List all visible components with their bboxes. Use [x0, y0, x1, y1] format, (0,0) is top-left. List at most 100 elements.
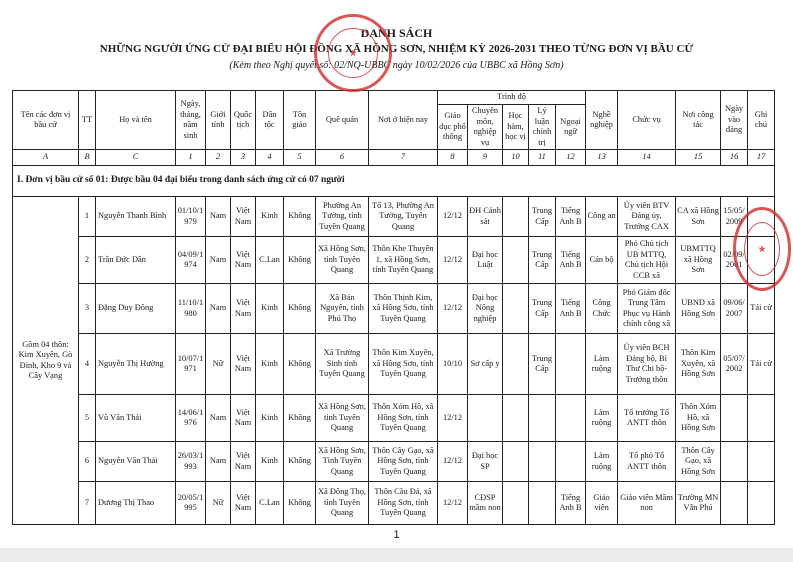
document-title: DANH SÁCH	[360, 26, 433, 40]
cell-dob: 20/05/1995	[175, 481, 206, 525]
cell-party-date: 05/07/2002	[720, 333, 749, 395]
cell-residence: Thôn Cầu Đá, xã Hồng Sơn, tỉnh Tuyên Qua…	[368, 481, 438, 525]
cell-name: Nguyễn Thị Hường	[95, 333, 176, 395]
cell-tt: 4	[78, 333, 96, 395]
cell-note: Tái cử	[747, 333, 776, 395]
cell-language	[554, 394, 587, 442]
cell-specialty: Đại học Nông nghiệp	[467, 283, 503, 334]
cell-general-edu: 12/12	[437, 394, 468, 442]
cell-nationality: Việt Nam	[230, 196, 256, 237]
cell-workplace: Thôn Xóm Hồ, xã Hồng Sơn	[675, 394, 722, 442]
cell-gender: Nam	[205, 441, 231, 482]
cell-nationality: Việt Nam	[230, 441, 256, 482]
column-number: 5	[283, 149, 316, 166]
cell-religion: Không	[283, 441, 316, 482]
cell-nationality: Việt Nam	[230, 283, 256, 334]
cell-position: Ủy viên BTV Đảng ủy, Trưởng CAX	[617, 196, 677, 237]
cell-ethnicity: Kinh	[255, 196, 284, 237]
cell-gender: Nam	[205, 283, 231, 334]
column-number: 6	[315, 149, 369, 166]
cell-occupation: Làm ruộng	[585, 441, 619, 482]
cell-residence: Thôn Xóm Hồ, xã Hồng Sơn, tỉnh Tuyên Qua…	[368, 394, 438, 442]
cell-residence: Tổ 13, Phường An Tường, Tuyên Quang	[368, 196, 438, 237]
cell-specialty: Đại học SP	[467, 441, 503, 482]
cell-degree	[502, 236, 529, 284]
cell-name: Nguyễn Thanh Bình	[95, 196, 176, 237]
cell-religion: Không	[283, 394, 316, 442]
header-nationality: Quốc tịch	[230, 90, 256, 150]
cell-hometown: Xã Trường Sinh tỉnh Tuyên Quang	[315, 333, 369, 395]
header-occupation: Nghề nghiệp	[585, 90, 619, 150]
cell-workplace: UBND xã Hồng Sơn	[675, 283, 722, 334]
cell-nationality: Việt Nam	[230, 394, 256, 442]
table-row: 7 Dương Thị Thao 20/05/1995 Nữ Việt Nam C.Lan…	[13, 481, 776, 525]
cell-language: Tiếng Anh B	[554, 236, 587, 284]
cell-position: Phó Chủ tịch UB MTTQ, Chủ tịch Hội CCB x…	[617, 236, 677, 284]
cell-religion: Không	[283, 236, 316, 284]
cell-politics	[528, 481, 556, 525]
header-degree: Học hàm, học vị	[502, 104, 529, 150]
cell-workplace: UBMTTQ xã Hồng Sơn	[675, 236, 722, 284]
cell-hometown: Xã Bản Nguyên, tỉnh Phú Thọ	[315, 283, 369, 334]
cell-politics	[528, 394, 556, 442]
table-row: Gồm 04 thôn: Kim Xuyên, Gò Đình, Kho 9 v…	[12, 196, 776, 525]
cell-degree	[502, 196, 529, 237]
cell-position: Phó Giám đốc Trung Tâm Phục vụ Hành chín…	[617, 283, 677, 334]
cell-workplace: CA xã Hồng Sơn	[675, 196, 722, 237]
electoral-unit-description: Gồm 04 thôn: Kim Xuyên, Gò Đình, Kho 9 v…	[12, 196, 79, 525]
cell-position: Tổ trưởng Tổ ANTT thôn	[617, 394, 677, 442]
cell-workplace: Trường MN Vân Phú	[675, 481, 722, 525]
cell-nationality: Việt Nam	[230, 236, 256, 284]
header-education: Trình độ	[436, 90, 587, 105]
cell-dob: 10/07/1971	[175, 333, 206, 395]
column-number: 14	[617, 149, 677, 166]
cell-gender: Nữ	[205, 333, 231, 395]
cell-occupation: Làm ruộng	[585, 333, 619, 395]
column-number-row: A B C 1 2 3 4 5 6 7 8 9 10 11 12 13 14 15 16 17	[12, 149, 776, 166]
column-number: 8	[437, 149, 468, 166]
cell-specialty: ĐH Cảnh sát	[467, 196, 503, 237]
cell-politics: Trung Cấp	[528, 196, 556, 237]
column-number: C	[95, 149, 176, 166]
table-row: 2 Trần Đức Dần 04/09/1974 Nam Việt Nam C.Lan K…	[13, 236, 776, 284]
header-residence: Nơi ở hiện nay	[368, 90, 438, 150]
header-general-edu: Giáo dục phổ thông	[437, 104, 468, 150]
cell-dob: 04/09/1974	[175, 236, 206, 284]
cell-occupation: Làm ruộng	[585, 394, 619, 442]
cell-name: Nguyễn Văn Thái	[95, 441, 176, 482]
cell-name: Dương Thị Thao	[95, 481, 176, 525]
cell-ethnicity: C.Lan	[255, 236, 284, 284]
cell-tt: 3	[78, 283, 96, 334]
cell-note: Tái cử	[747, 283, 776, 334]
cell-name: Vũ Văn Thái	[95, 394, 176, 442]
column-number: 17	[747, 149, 776, 166]
column-number: 3	[230, 149, 256, 166]
cell-residence: Thôn Kim Xuyên, xã Hồng Sơn, tỉnh Tuyên …	[368, 333, 438, 395]
cell-note	[747, 196, 776, 237]
header-workplace: Nơi công tác	[675, 90, 722, 150]
cell-party-date: 09/06/2007	[720, 283, 749, 334]
header-position: Chức vụ	[617, 90, 677, 150]
cell-hometown: Phường An Tường, tỉnh Tuyên Quang	[315, 196, 369, 237]
cell-dob: 11/10/1980	[175, 283, 206, 334]
cell-politics	[528, 441, 556, 482]
header-hometown: Quê quán	[315, 90, 369, 150]
column-number: 4	[255, 149, 284, 166]
cell-gender: Nam	[205, 196, 231, 237]
cell-degree	[502, 333, 529, 395]
cell-specialty: Sơ cấp y	[467, 333, 503, 395]
column-number: A	[12, 149, 79, 166]
header-language: Ngoại ngữ	[554, 104, 587, 150]
cell-specialty	[467, 394, 503, 442]
cell-degree	[502, 394, 529, 442]
table-row: 6 Nguyễn Văn Thái 26/03/1993 Nam Việt Nam Kin…	[13, 441, 776, 482]
cell-general-edu: 12/12	[437, 196, 468, 237]
cell-tt: 2	[78, 236, 96, 284]
candidate-table: Tên các đơn vị bầu cử TT Họ và tên Ngày,…	[11, 90, 776, 525]
cell-ethnicity: Kinh	[255, 333, 284, 395]
cell-occupation: Giáo viên	[585, 481, 619, 525]
cell-religion: Không	[283, 481, 316, 525]
cell-tt: 1	[78, 196, 96, 237]
cell-ethnicity: Kinh	[255, 283, 284, 334]
cell-tt: 7	[78, 481, 96, 525]
